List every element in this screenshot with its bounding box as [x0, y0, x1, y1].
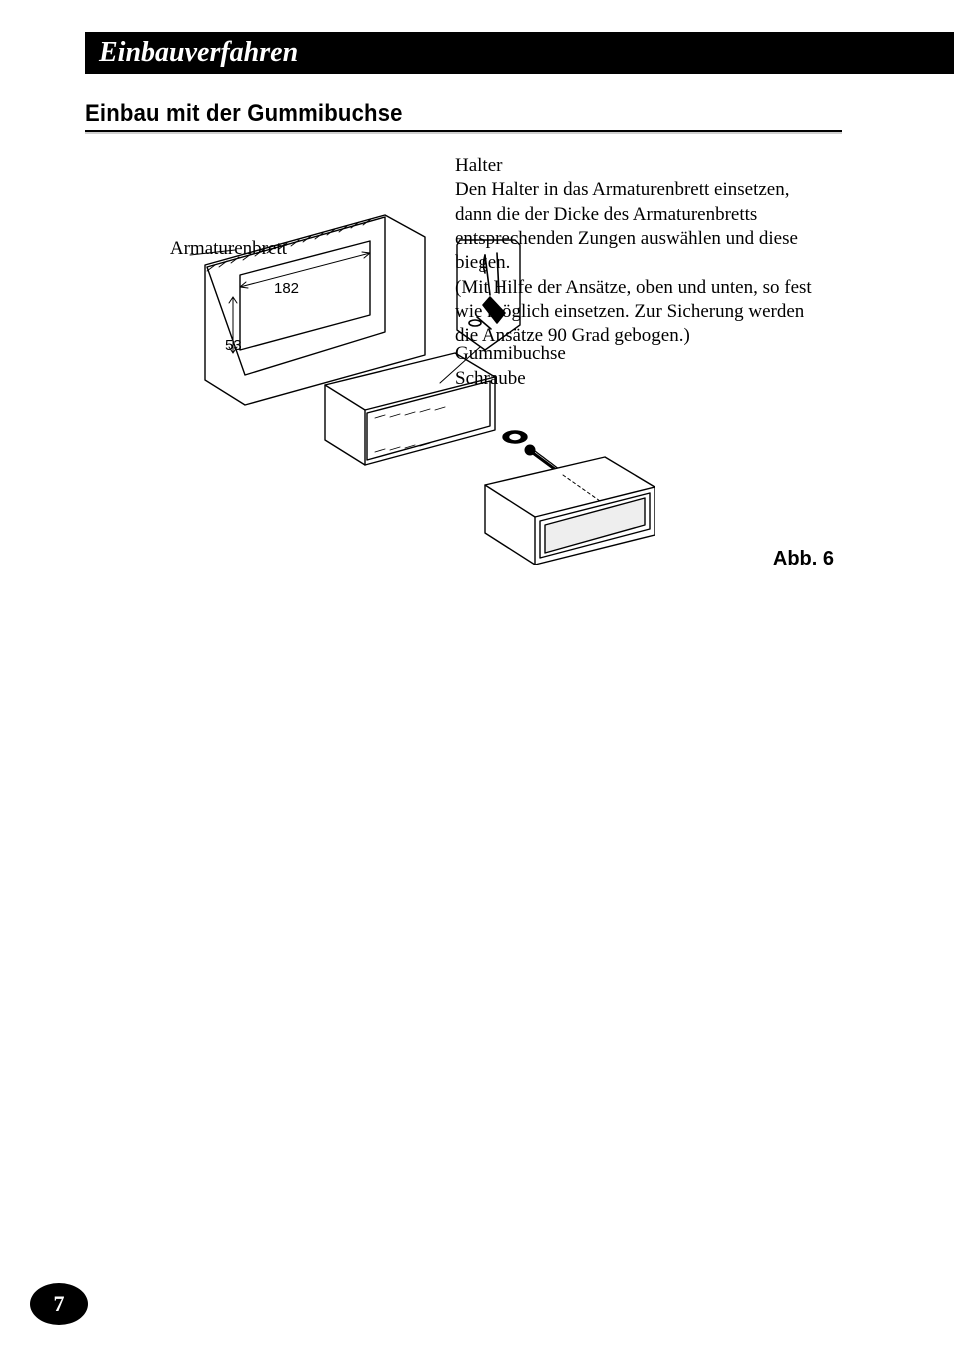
page-number: 7 [54, 1291, 65, 1317]
label-halter-block: Halter Den Halter in das Armaturenbrett … [455, 154, 825, 349]
label-armaturenbrett: Armaturenbrett [147, 237, 287, 261]
section-heading-container: Einbau mit der Gummibuchse [85, 100, 842, 134]
dimension-height: 53 [225, 337, 242, 354]
label-halter-title: Halter [455, 155, 502, 176]
page-number-badge: 7 [30, 1283, 88, 1325]
section-underline [85, 130, 842, 134]
label-halter-parenthetical: (Mit Hilfe der Ansätze, oben und unten, … [455, 277, 812, 347]
figure-label: Abb. 6 [773, 548, 834, 571]
chapter-title: Einbauverfahren [99, 37, 298, 69]
figure-area: Armaturenbrett Halter Den Halter in das … [85, 145, 842, 565]
label-gummibuchse: Gummibuchse [455, 342, 566, 366]
section-heading: Einbau mit der Gummibuchse [85, 100, 781, 130]
label-schraube: Schraube [455, 367, 526, 391]
chapter-title-bar: Einbauverfahren [85, 32, 954, 74]
dimension-width: 182 [274, 280, 299, 297]
label-halter-body: Den Halter in das Armaturenbrett einsetz… [455, 179, 798, 273]
